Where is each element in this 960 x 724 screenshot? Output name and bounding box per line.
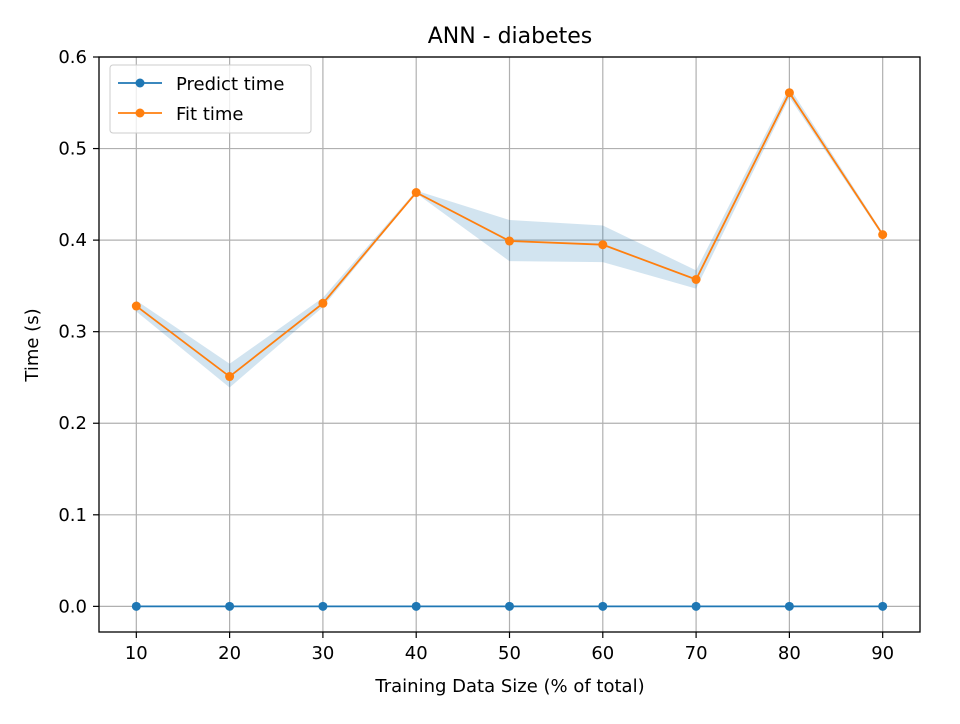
fit-time-point (878, 230, 888, 240)
fit-time-point (598, 240, 608, 250)
series (131, 88, 888, 611)
predict-time-point (225, 601, 235, 611)
x-tick-label: 40 (405, 643, 428, 664)
predict-time-point (411, 601, 421, 611)
axis-ticks: 10 20 30 40 50 60 70 80 90 0.0 0.1 0.2 0.3 0.4 0.5 0.6 (58, 47, 894, 664)
chart-title: ANN - diabetes (428, 24, 593, 49)
y-tick-label: 0.5 (58, 139, 87, 160)
y-tick-label: 0.2 (58, 413, 87, 434)
x-tick-label: 20 (218, 643, 241, 664)
y-tick-label: 0.4 (58, 230, 87, 251)
fit-time-point (411, 188, 421, 198)
fit-time-point (225, 372, 235, 382)
legend-fit-marker (135, 108, 145, 118)
predict-time-point (505, 601, 514, 611)
x-tick-label: 10 (125, 643, 148, 664)
legend-box (109, 64, 312, 134)
y-tick-label: 0.0 (58, 596, 87, 617)
y-tick-label: 0.3 (58, 322, 87, 343)
x-tick-label: 70 (685, 643, 708, 664)
x-tick-label: 30 (311, 643, 334, 664)
x-tick-label: 50 (498, 643, 521, 664)
x-tick-label: 60 (591, 643, 614, 664)
predict-time-point (784, 601, 794, 611)
legend: Predict time Fit time (109, 64, 312, 134)
legend-fit-label: Fit time (176, 104, 244, 125)
x-tick-label: 90 (871, 643, 894, 664)
legend-predict-marker (135, 78, 145, 88)
fit-time-point (784, 88, 794, 98)
y-axis-label: Time (s) (22, 308, 43, 382)
fit-time-point (318, 298, 328, 308)
predict-time-point (691, 601, 701, 611)
y-tick-label: 0.1 (58, 505, 87, 526)
predict-time-point (598, 601, 608, 611)
legend-predict-label: Predict time (176, 74, 284, 95)
predict-time-point (878, 601, 888, 611)
y-tick-label: 0.6 (58, 47, 87, 68)
x-axis-label: Training Data Size (% of total) (374, 676, 644, 697)
x-tick-label: 80 (778, 643, 801, 664)
predict-time-point (318, 601, 328, 611)
predict-time-point (131, 601, 141, 611)
fit-time-point (691, 274, 701, 284)
fit-time-point (131, 301, 141, 311)
fit-time-point (505, 236, 514, 246)
